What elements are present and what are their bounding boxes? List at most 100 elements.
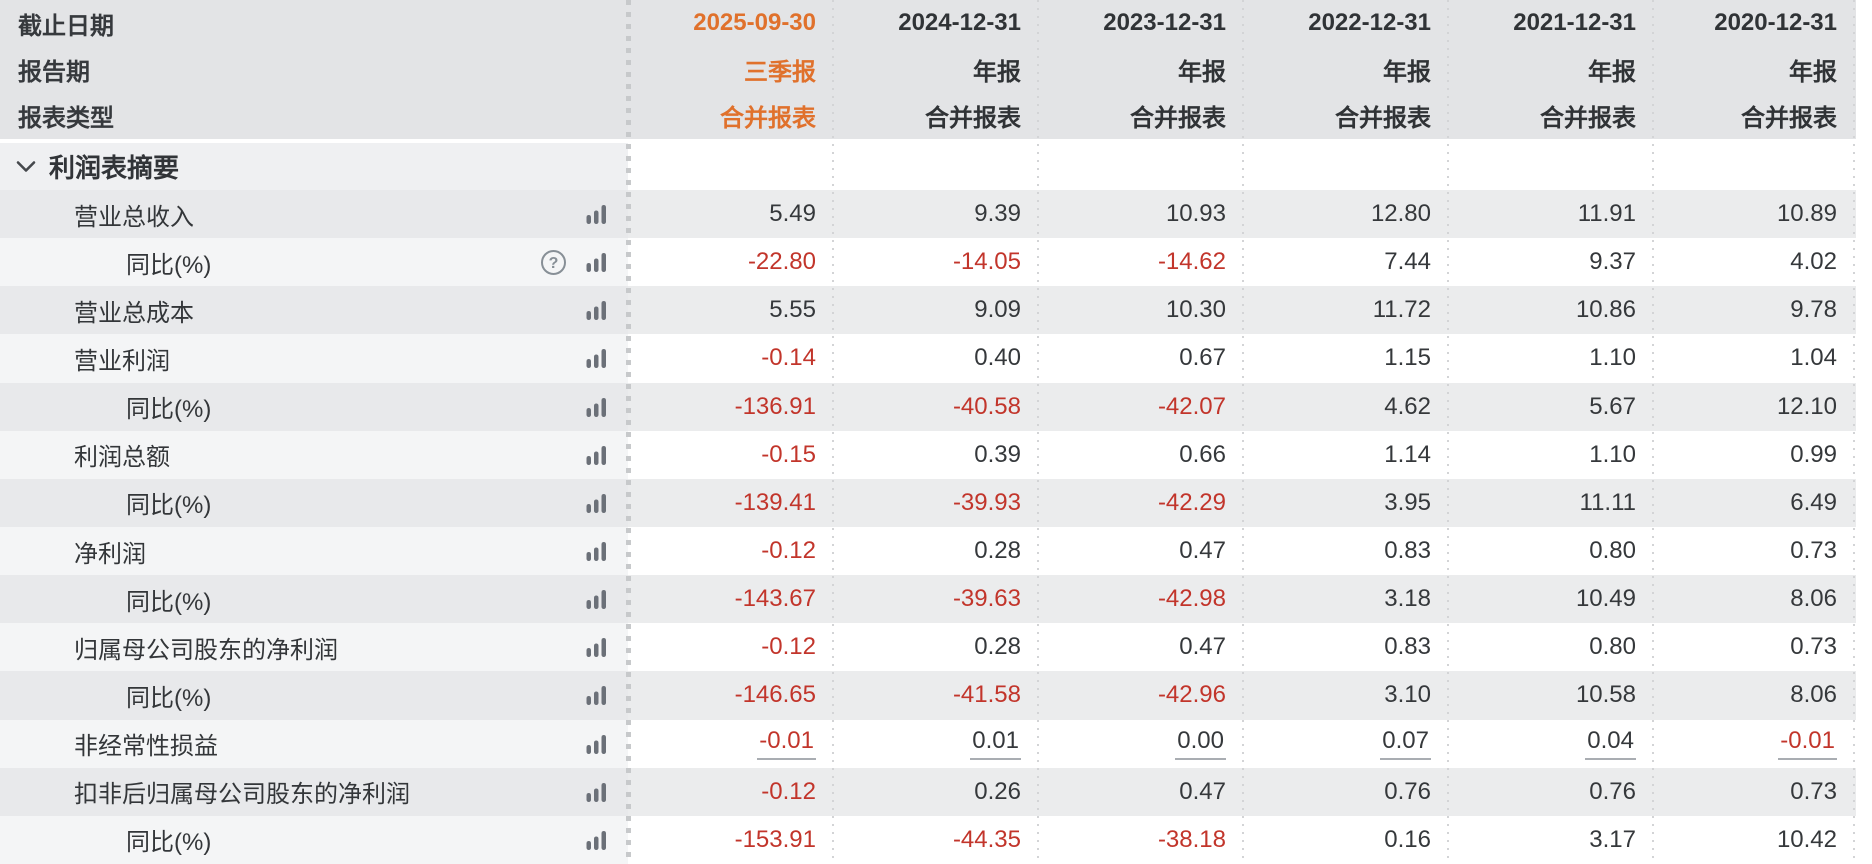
value-cell: -39.93 [952, 488, 1021, 516]
help-icon[interactable]: ? [540, 249, 567, 276]
bar-chart-icon[interactable] [584, 443, 608, 467]
value-cell: 0.76 [1589, 777, 1636, 805]
value-cell: 10.58 [1575, 681, 1636, 709]
row-icons [584, 828, 608, 852]
row-icons [584, 780, 608, 804]
row-label-cell: 同比(%) [0, 479, 628, 527]
value-cell: -42.07 [1157, 392, 1226, 420]
value-cell: 11.11 [1579, 488, 1637, 516]
row-label: 同比(%) [126, 396, 212, 424]
bar-chart-icon[interactable] [584, 780, 608, 804]
column-header-type: 合并报表 [1130, 105, 1226, 133]
bar-chart-icon[interactable] [584, 683, 608, 707]
value-cell: 9.39 [974, 200, 1021, 228]
table-row: 营业总收入 5.49 9.39 10.93 12.80 11.91 10.89 [0, 190, 1856, 239]
value-cell: 0.01 [833, 727, 1038, 761]
column-header-period: 年报 [973, 58, 1021, 86]
column-header-date: 2021-12-31 [1513, 9, 1636, 37]
row-icons [584, 202, 608, 226]
value-cell: 10.49 [1575, 585, 1636, 613]
value-cell: -0.01 [628, 727, 833, 761]
section-title: 利润表摘要 [49, 153, 180, 183]
row-label: 营业利润 [74, 347, 170, 375]
value-cell: 4.02 [1790, 248, 1837, 276]
value-cell: 1.04 [1790, 344, 1837, 372]
annotated-value[interactable]: 0.07 [1380, 727, 1431, 761]
row-icons [584, 635, 608, 659]
bar-chart-icon[interactable] [584, 346, 608, 370]
value-cell: 1.10 [1589, 440, 1636, 468]
value-cell: 8.06 [1790, 681, 1837, 709]
row-label-cell: 同比(%) [0, 816, 628, 864]
table-row: 净利润 -0.12 0.28 0.47 0.83 0.80 0.73 [0, 526, 1856, 576]
row-label-cell: 营业总收入 [0, 190, 628, 238]
bar-chart-icon[interactable] [584, 298, 608, 322]
annotated-value[interactable]: 0.00 [1175, 727, 1226, 761]
value-cell: 6.49 [1790, 488, 1837, 516]
column-header-type: 合并报表 [1540, 105, 1636, 133]
value-cell: -39.63 [952, 585, 1021, 613]
row-label: 同比(%) [126, 588, 212, 616]
value-cell: 9.09 [974, 296, 1021, 324]
table-row: 营业总成本 5.55 9.09 10.30 11.72 10.86 9.78 [0, 286, 1856, 335]
row-label: 扣非后归属母公司股东的净利润 [74, 781, 410, 809]
value-cell: -38.18 [1157, 825, 1226, 853]
value-cell: 1.10 [1589, 344, 1636, 372]
table-row: 非经常性损益 -0.01 0.01 0.00 0.07 0.04 -0.01 [0, 719, 1856, 768]
header-row-type: 报表类型 合并报表 合并报表 合并报表 合并报表 合并报表 合并报表 [0, 93, 1856, 139]
bar-chart-icon[interactable] [584, 202, 608, 226]
section-header-income-statement[interactable]: 利润表摘要 [0, 143, 1856, 190]
annotated-value[interactable]: -0.01 [1778, 727, 1837, 761]
svg-text:?: ? [549, 255, 559, 272]
row-label-cell: 营业总成本 [0, 286, 628, 334]
value-cell: -41.58 [952, 681, 1021, 709]
row-label: 归属母公司股东的净利润 [74, 636, 338, 664]
row-icons [584, 683, 608, 707]
value-cell: -44.35 [952, 825, 1021, 853]
value-cell: -0.14 [761, 344, 816, 372]
column-header-period: 三季报 [744, 58, 816, 86]
bar-chart-icon[interactable] [584, 732, 608, 756]
value-cell: 0.73 [1790, 537, 1837, 565]
table-row: 同比(%) -136.91 -40.58 -42.07 4.62 5.67 12.10 [0, 382, 1856, 431]
value-cell: 0.99 [1790, 440, 1837, 468]
bar-chart-icon[interactable] [584, 635, 608, 659]
bar-chart-icon[interactable] [584, 587, 608, 611]
column-header-period: 年报 [1789, 58, 1837, 86]
table-row: 利润总额 -0.15 0.39 0.66 1.14 1.10 0.99 [0, 430, 1856, 479]
value-cell: 10.93 [1165, 200, 1226, 228]
value-cell: -42.96 [1157, 681, 1226, 709]
row-label-cell: 净利润 [0, 527, 628, 575]
row-label-cell: 非经常性损益 [0, 720, 628, 768]
value-cell: -139.41 [734, 488, 816, 516]
bar-chart-icon[interactable] [584, 395, 608, 419]
chevron-down-icon[interactable] [16, 160, 36, 173]
value-cell: -153.91 [734, 825, 816, 853]
value-cell: 0.83 [1384, 537, 1431, 565]
value-cell: 0.73 [1790, 777, 1837, 805]
annotated-value[interactable]: 0.01 [970, 727, 1021, 761]
bar-chart-icon[interactable] [584, 491, 608, 515]
value-cell: 5.55 [769, 296, 816, 324]
bar-chart-icon[interactable] [584, 250, 608, 274]
annotated-value[interactable]: -0.01 [757, 727, 816, 761]
table-body: 营业总收入 5.49 9.39 10.93 12.80 11.91 10.89 同比(%)? -… [0, 190, 1856, 864]
value-cell: 10.89 [1776, 200, 1837, 228]
column-header-type: 合并报表 [1335, 105, 1431, 133]
column-header-type: 合并报表 [925, 105, 1021, 133]
bar-chart-icon[interactable] [584, 539, 608, 563]
value-cell: -0.12 [761, 777, 816, 805]
value-cell: 5.67 [1589, 392, 1636, 420]
value-cell: 0.39 [974, 440, 1021, 468]
row-label: 同比(%) [126, 251, 212, 279]
value-cell: -42.98 [1157, 585, 1226, 613]
header-row-period: 报告期 三季报 年报 年报 年报 年报 年报 [0, 46, 1856, 92]
annotated-value[interactable]: 0.04 [1585, 727, 1636, 761]
bar-chart-icon[interactable] [584, 828, 608, 852]
value-cell: -0.12 [761, 537, 816, 565]
value-cell: 0.04 [1448, 727, 1653, 761]
column-header-type: 合并报表 [720, 105, 816, 133]
value-cell: 1.15 [1384, 344, 1431, 372]
table-row: 营业利润 -0.14 0.40 0.67 1.15 1.10 1.04 [0, 334, 1856, 383]
